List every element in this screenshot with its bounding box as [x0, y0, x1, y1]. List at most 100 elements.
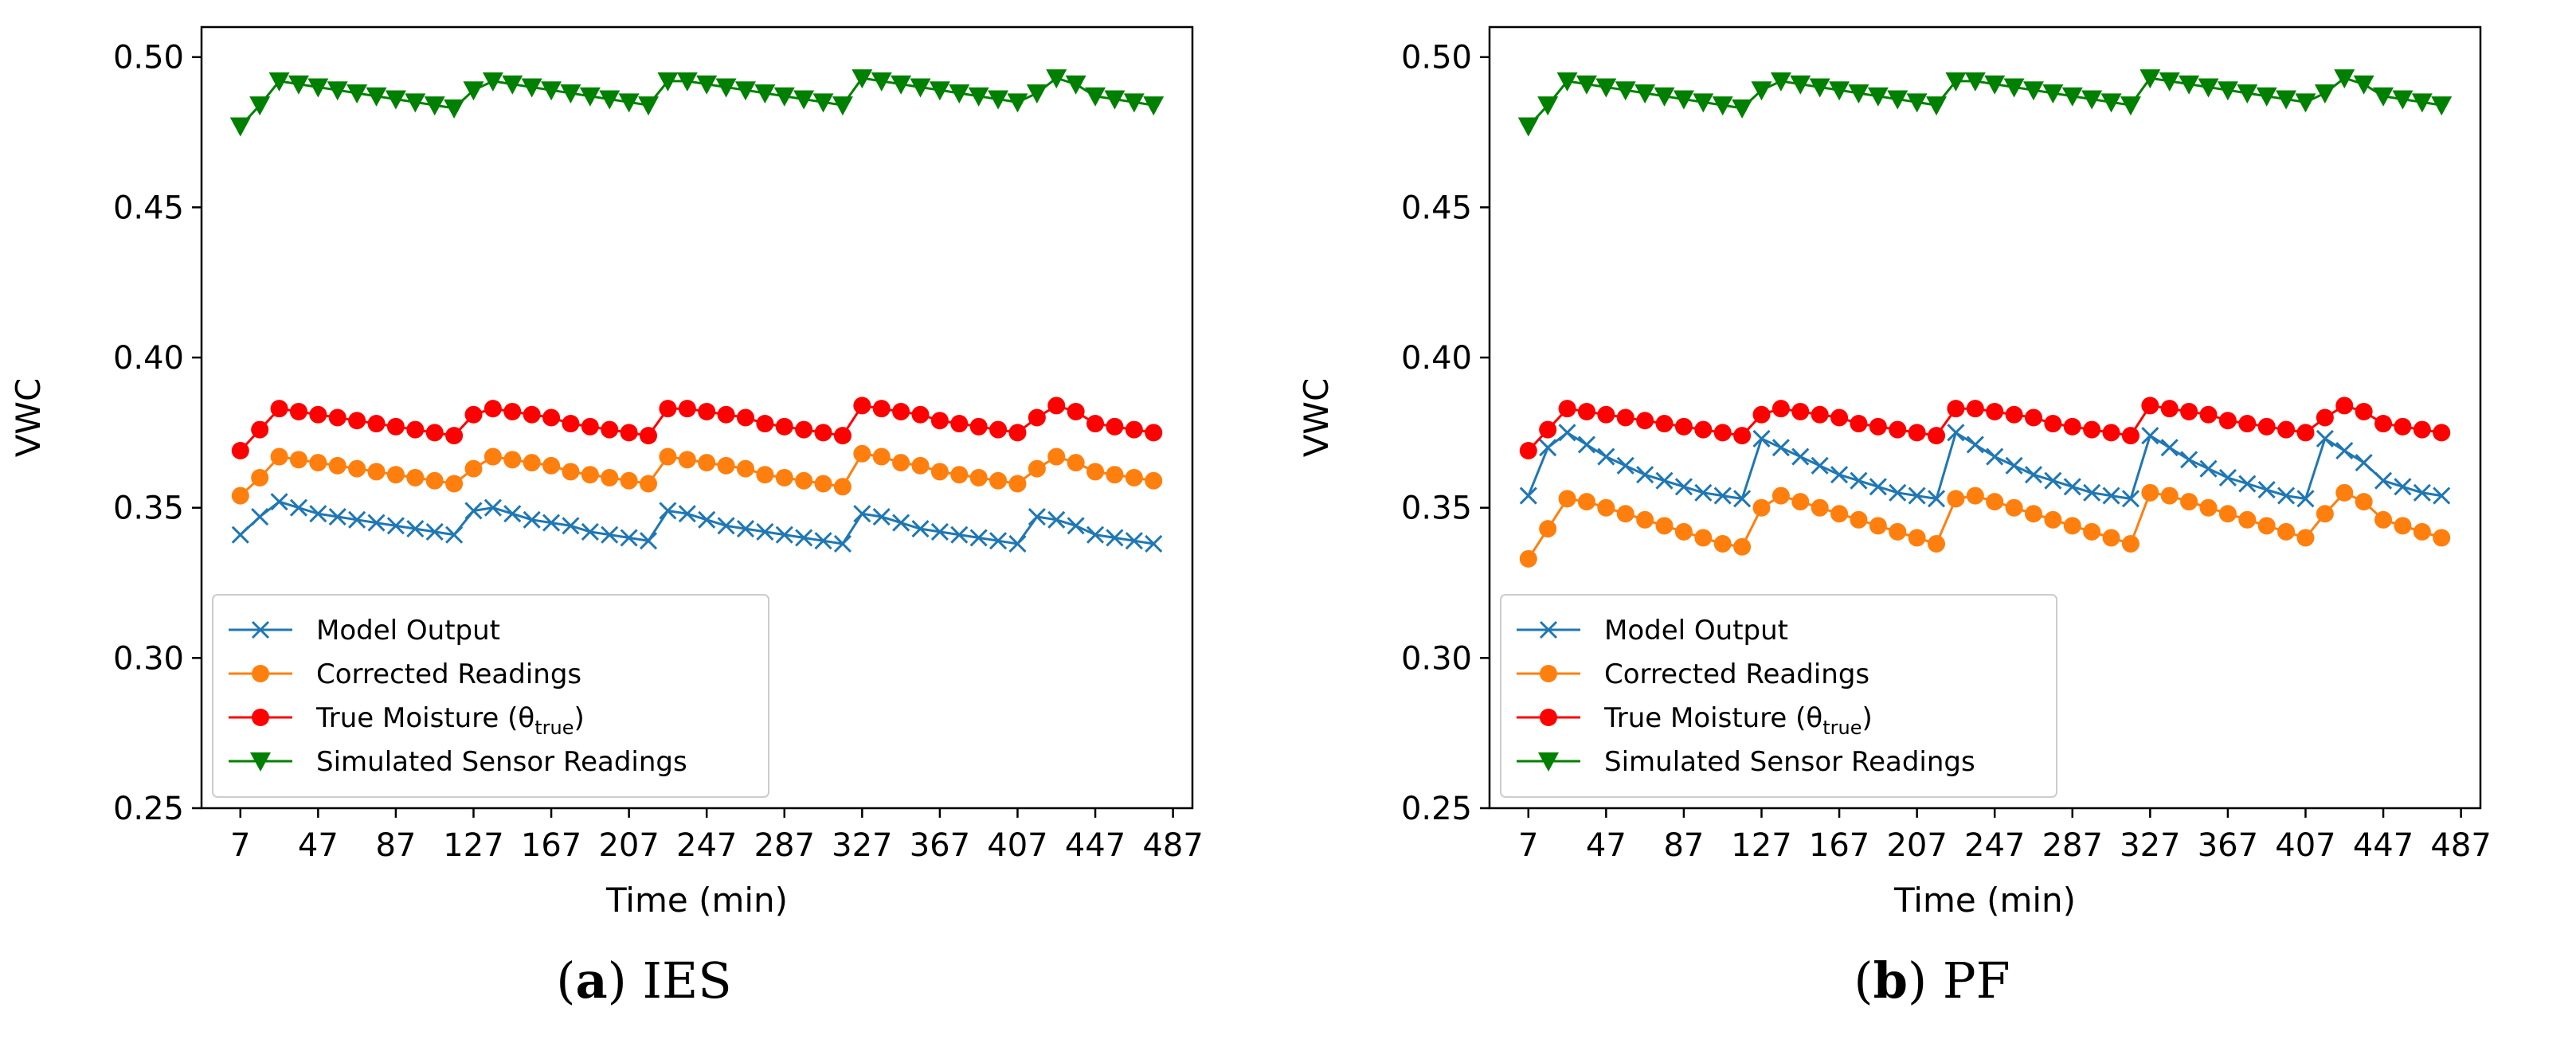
data-point [1733, 490, 1752, 508]
data-point [930, 522, 949, 541]
data-point [853, 505, 871, 523]
legend-label-text: True Moisture (θ [315, 702, 534, 734]
data-point [620, 529, 638, 547]
data-point [620, 471, 638, 490]
data-point [659, 447, 677, 466]
series-line [239, 500, 1154, 545]
data-point [464, 459, 483, 478]
data-point [698, 402, 716, 420]
data-point [1986, 402, 2004, 420]
y-tick-label: 0.50 [113, 40, 184, 76]
data-point [483, 400, 502, 418]
legend-box [1500, 594, 2057, 798]
data-point [1947, 400, 1965, 418]
data-point [2218, 468, 2237, 487]
legend-label: Corrected Readings [1604, 658, 1869, 690]
data-point [2199, 405, 2218, 424]
data-point [2335, 441, 2354, 460]
x-tick-label: 127 [1731, 827, 1791, 864]
data-point [2316, 505, 2334, 523]
data-point [2081, 90, 2103, 110]
data-point [1145, 471, 1163, 490]
data-point [2217, 81, 2238, 101]
data-point [464, 502, 483, 520]
data-point [327, 81, 348, 101]
data-point [2277, 486, 2296, 505]
chart-pf: 0.25 0.30 0.35 0.40 0.45 0.50 7 47 87 127 167 207 24… [1297, 25, 2492, 920]
data-point [2276, 90, 2297, 110]
legend-label-text: Simulated Sensor Readings [316, 746, 687, 778]
data-point [1791, 493, 1810, 511]
data-point [328, 408, 346, 427]
data-point [1674, 417, 1693, 436]
data-point [2373, 87, 2394, 107]
x-tick-label: 367 [910, 827, 970, 864]
data-point [678, 451, 696, 469]
data-point [698, 510, 716, 529]
data-point [1106, 529, 1124, 547]
data-point [386, 517, 405, 535]
data-point [1616, 408, 1634, 427]
data-point [1811, 456, 1829, 475]
data-point [2179, 75, 2200, 95]
plot-frame [200, 25, 1194, 810]
data-point [2024, 408, 2042, 427]
data-point [503, 451, 522, 469]
data-point [2159, 72, 2180, 92]
data-point [307, 78, 329, 98]
data-point [892, 402, 910, 420]
data-point [405, 93, 426, 113]
data-point [2160, 486, 2179, 505]
data-point [1694, 420, 1713, 439]
data-point [1908, 486, 1926, 505]
data-point [989, 420, 1008, 439]
data-point [1047, 447, 1066, 466]
data-point [756, 415, 774, 433]
data-point [2238, 415, 2257, 433]
data-point [1986, 447, 2004, 466]
data-point [969, 468, 988, 486]
data-point [288, 75, 309, 95]
data-point [1867, 87, 1889, 107]
data-point [851, 69, 873, 89]
data-point [2257, 480, 2276, 499]
data-point [328, 507, 346, 526]
y-tick-label: 0.50 [1401, 40, 1472, 76]
data-point [1752, 429, 1771, 447]
data-point [309, 405, 327, 424]
data-point [1850, 510, 1868, 529]
data-point [1770, 72, 1791, 92]
data-point [1145, 534, 1163, 553]
data-point [1558, 424, 1576, 442]
y-tick-label: 0.35 [1401, 490, 1472, 527]
panel-pf: 0.25 0.30 0.35 0.40 0.45 0.50 7 47 87 127 167 207 24… [1288, 0, 2576, 1055]
data-point [1067, 454, 1085, 472]
data-point [1655, 471, 1674, 490]
data-point [1966, 400, 1984, 418]
data-point [1558, 490, 1576, 508]
data-point [659, 400, 677, 418]
caption-method: PF [1942, 951, 2010, 1010]
data-point [2433, 486, 2451, 505]
data-point [328, 456, 346, 475]
data-point [1908, 424, 1926, 442]
x-axis-label: Time (min) [1893, 881, 2076, 920]
x-tick-label: 327 [832, 827, 892, 864]
x-tick-label: 47 [298, 827, 339, 864]
data-point [775, 468, 793, 486]
data-point [2334, 69, 2355, 89]
data-point [814, 424, 832, 442]
legend-item: True Moisture (θtrue) [1517, 702, 1873, 739]
data-point [2102, 486, 2120, 505]
data-point [871, 72, 892, 92]
data-point [367, 415, 386, 433]
data-point [2061, 87, 2083, 107]
data-point [560, 84, 581, 104]
legend-label-subscript: true [1822, 717, 1862, 739]
data-point [1616, 456, 1634, 475]
legend-swatch-marker [251, 620, 270, 639]
data-point [1674, 478, 1693, 496]
data-point [542, 408, 561, 427]
x-tick-label: 207 [1886, 827, 1947, 864]
